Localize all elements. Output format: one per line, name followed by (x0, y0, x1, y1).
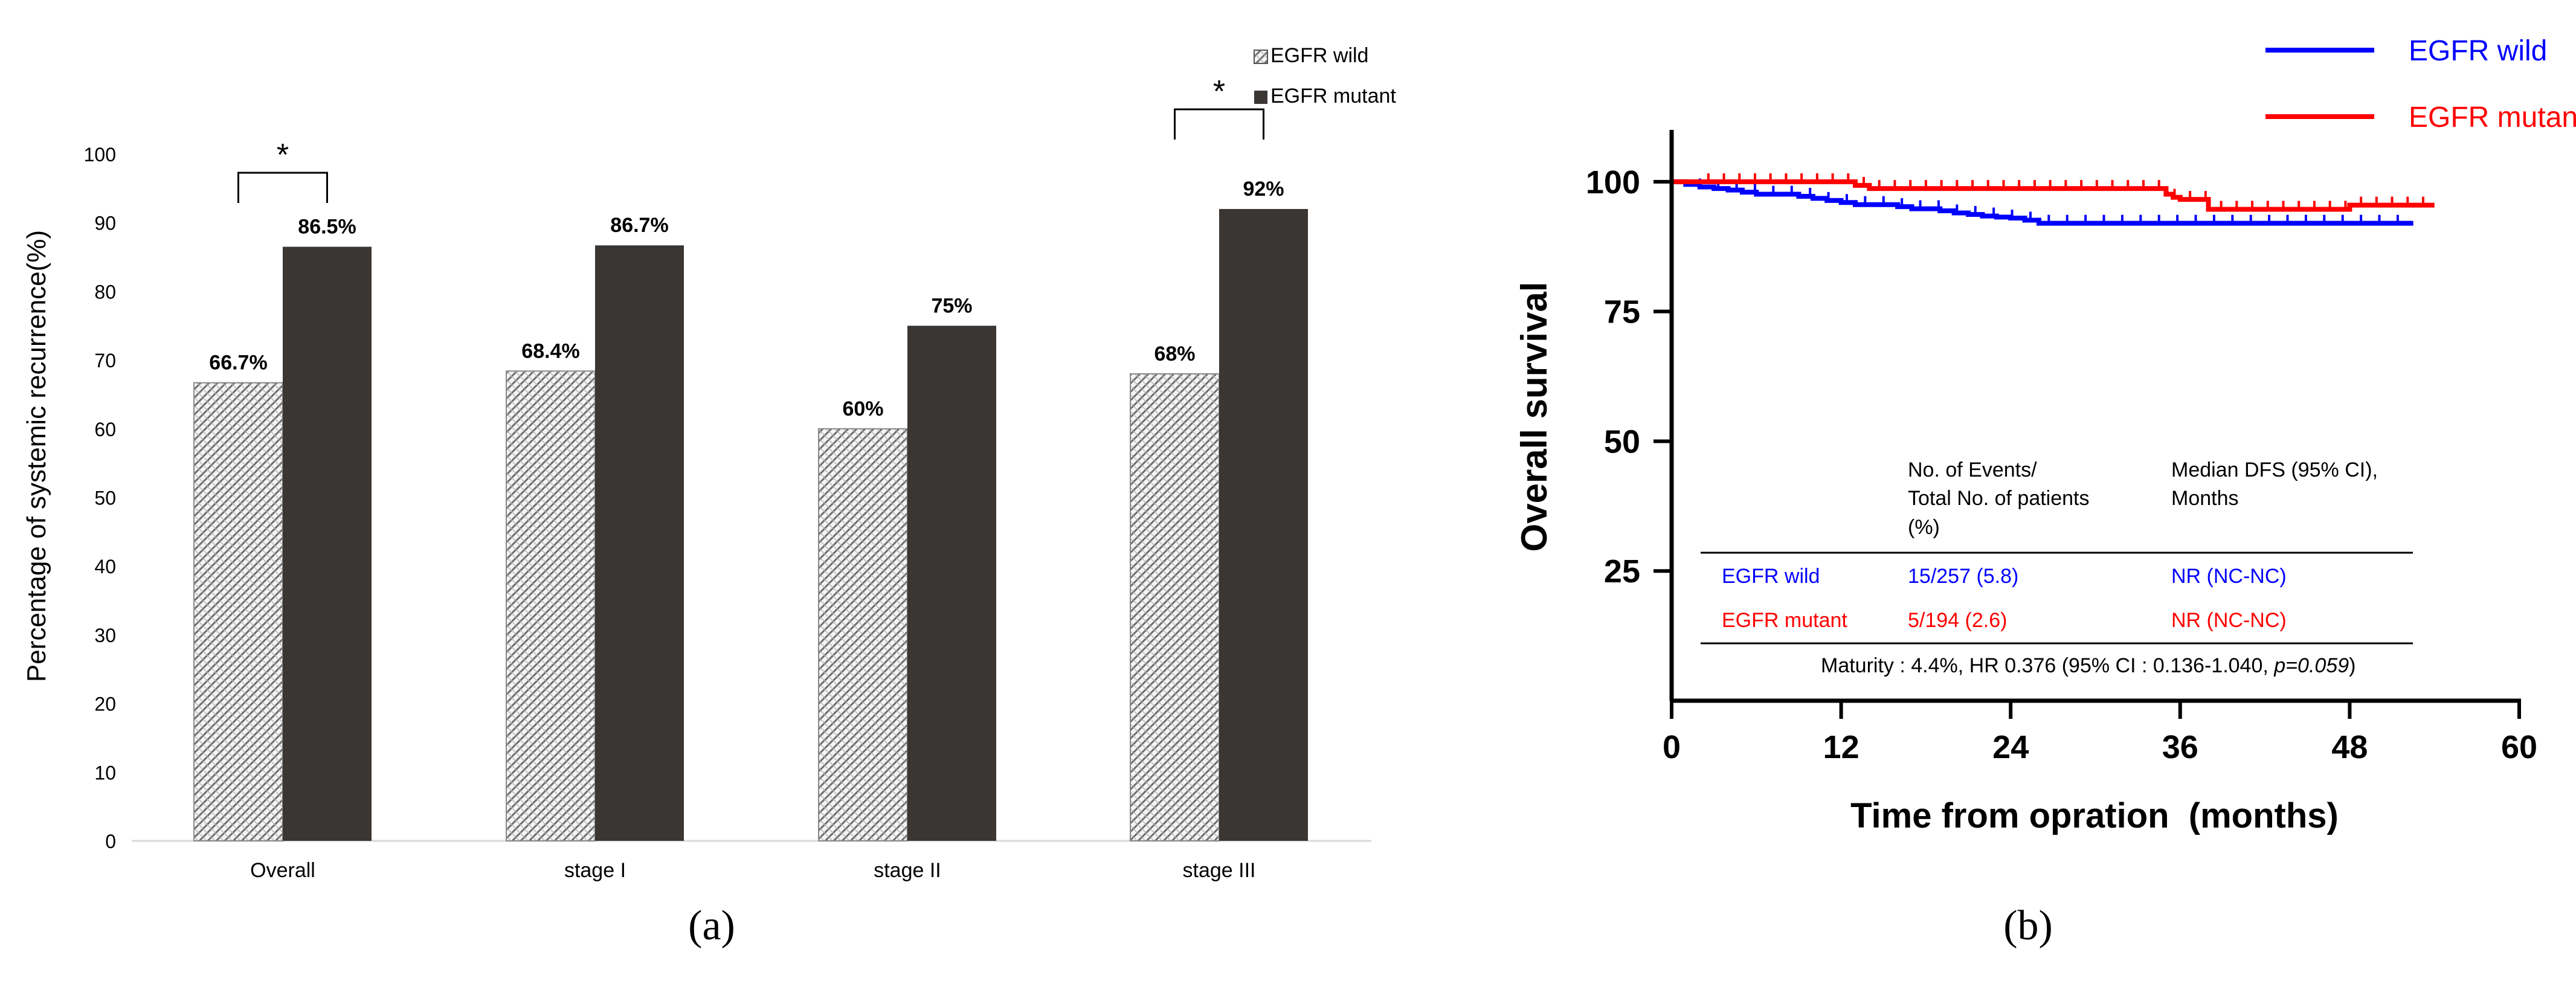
y-tick-label: 60 (94, 419, 116, 440)
survival-curve-egfr-mutant (1672, 179, 2435, 212)
category-label-overall: Overall (250, 859, 315, 882)
x-tick-label: 60 (2501, 729, 2537, 765)
y-tick-label: 100 (84, 144, 116, 166)
x-tick-label: 36 (2162, 729, 2198, 765)
y-axis-ticks: 0 10 20 30 40 50 60 70 80 90 100 (84, 144, 116, 852)
bar-egfr-mutant-stage-iii (1219, 208, 1308, 841)
legend-swatch-egfr-wild (1254, 50, 1268, 64)
panel-label-a: (a) (688, 902, 735, 949)
y-tick-label: 100 (1586, 164, 1640, 201)
panel-label-b: (b) (2003, 902, 2053, 949)
y-axis-ticks: 25 50 75 100 (1586, 164, 1672, 590)
data-label-egfr-wild-stage-ii: 60% (842, 397, 883, 420)
bar-egfr-wild-stage-iii (1130, 373, 1220, 841)
y-axis-title: Percentage of systemic recurrence(%) (22, 230, 51, 682)
table-row-group-egfr-wild: EGFR wild (1722, 565, 1820, 588)
x-tick-label: 48 (2331, 729, 2368, 765)
bar-egfr-mutant-overall (283, 246, 372, 841)
legend-label-egfr-wild: EGFR wild (2409, 35, 2547, 67)
significance-marker-overall: * (277, 138, 289, 173)
y-tick-label: 25 (1604, 553, 1640, 590)
y-tick-label: 20 (94, 693, 116, 715)
y-tick-label: 70 (94, 350, 116, 371)
y-axis-title: Overall survival (1514, 282, 1554, 552)
data-label-egfr-wild-overall: 66.7% (209, 352, 267, 375)
table-row-events-egfr-mutant: 5/194 (2.6) (1908, 609, 2007, 632)
legend-label-egfr-mutant: EGFR mutant (2409, 101, 2576, 133)
y-tick-label: 30 (94, 625, 116, 646)
summary-table: No. of Events/ Total No. of patients (%)… (1701, 458, 2413, 677)
data-label-egfr-wild-stage-iii: 68% (1154, 343, 1195, 365)
survival-curves (1672, 173, 2435, 226)
table-header-median: Median DFS (95% CI), Months (2171, 458, 2383, 510)
y-tick-label: 0 (105, 831, 116, 852)
table-footnote: Maturity : 4.4%, HR 0.376 (95% CI : 0.13… (1821, 654, 2355, 677)
legend: EGFR wild EGFR mutant (1254, 44, 1396, 108)
survival-chart-panel: 0 12 24 36 48 60 25 50 75 100 Overall survival T… (1514, 35, 2576, 949)
data-label-egfr-mutant-stage-iii: 92% (1243, 178, 1284, 201)
significance-marker-stage-iii: * (1213, 74, 1225, 109)
bar-egfr-wild-overall (193, 382, 283, 841)
y-tick-label: 90 (94, 213, 116, 234)
x-tick-label: 0 (1663, 729, 1681, 765)
significance-bracket-overall (237, 172, 328, 203)
data-label-egfr-mutant-overall: 86.5% (298, 215, 356, 238)
y-tick-label: 50 (1604, 423, 1640, 460)
bar-egfr-wild-stage-ii (818, 428, 908, 841)
significance-bracket-stage-iii (1174, 108, 1264, 140)
data-label-egfr-mutant-stage-ii: 75% (931, 294, 972, 317)
legend-label-egfr-wild: EGFR wild (1270, 44, 1368, 67)
x-tick-label: 24 (1992, 729, 2029, 765)
y-tick-label: 75 (1604, 294, 1640, 330)
category-label-stage-iii: stage III (1183, 859, 1256, 882)
bar-chart-panel: 0 10 20 30 40 50 60 70 80 90 100 66.7% 86.5% 68.4% 86… (22, 44, 1396, 949)
category-labels: Overall stage I stage II stage III (250, 859, 1255, 882)
category-label-stage-ii: stage II (874, 859, 941, 882)
legend-swatch-egfr-mutant (1254, 91, 1267, 104)
table-row-median-egfr-wild: NR (NC-NC) (2171, 565, 2287, 588)
significance-brackets: ** (237, 74, 1264, 203)
legend-label-egfr-mutant: EGFR mutant (1270, 85, 1396, 108)
bar-egfr-mutant-stage-i (595, 245, 684, 841)
y-tick-label: 50 (94, 487, 116, 509)
bar-egfr-wild-stage-i (506, 370, 596, 841)
category-label-stage-i: stage I (564, 859, 626, 882)
data-label-egfr-wild-stage-i: 68.4% (521, 339, 579, 362)
y-tick-label: 80 (94, 281, 116, 303)
x-tick-label: 12 (1823, 729, 1860, 765)
data-label-egfr-mutant-stage-i: 86.7% (610, 214, 668, 237)
legend: EGFR wild EGFR mutant (2265, 35, 2576, 133)
table-row-events-egfr-wild: 15/257 (5.8) (1908, 565, 2018, 588)
bars: 66.7% 86.5% 68.4% 86.7% 60% 75% 68% 92% (193, 178, 1308, 841)
x-axis-ticks: 0 12 24 36 48 60 (1663, 701, 2537, 765)
axes (1669, 130, 2521, 703)
table-row-group-egfr-mutant: EGFR mutant (1722, 609, 1847, 632)
table-row-median-egfr-mutant: NR (NC-NC) (2171, 609, 2287, 632)
bar-egfr-mutant-stage-ii (907, 326, 996, 841)
y-tick-label: 40 (94, 556, 116, 577)
x-axis-title: Time from opration (months) (1850, 796, 2339, 835)
y-tick-label: 10 (94, 762, 116, 783)
table-header-events: No. of Events/ Total No. of patients (%) (1908, 458, 2095, 539)
